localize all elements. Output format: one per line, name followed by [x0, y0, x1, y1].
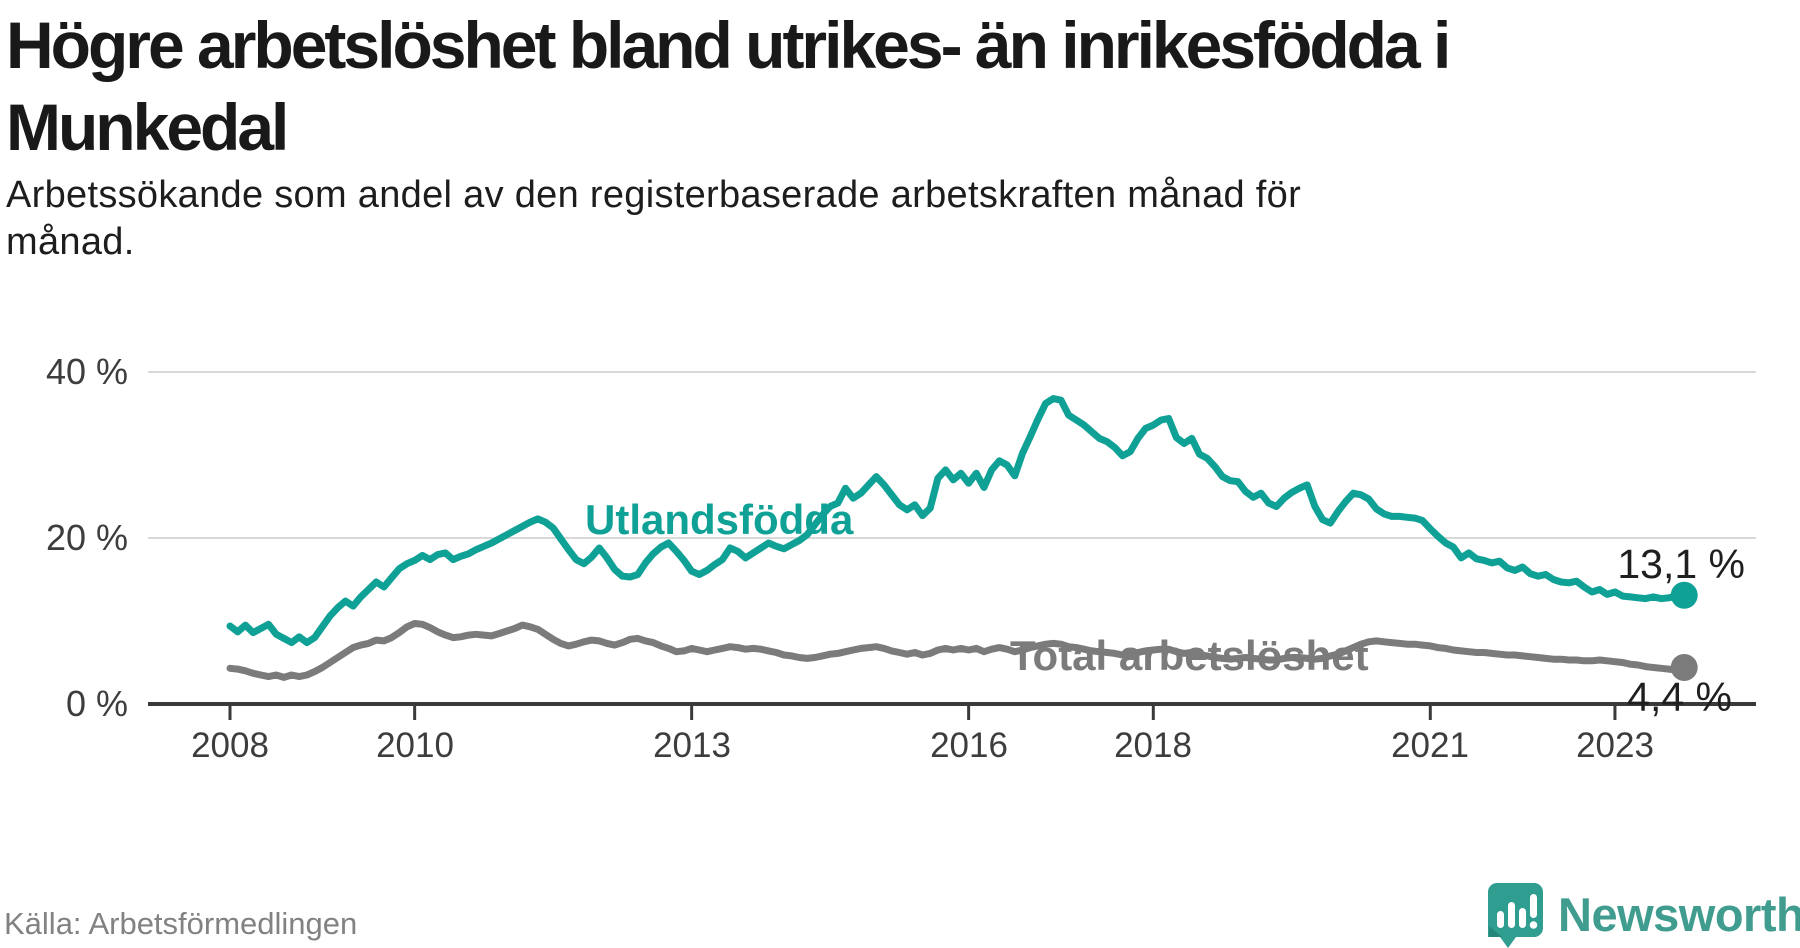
- x-axis-label-2010: 2010: [376, 726, 454, 765]
- x-axis-label-2013: 2013: [653, 726, 731, 765]
- series-label-total-arbetsloshet: Total arbetslöshet: [1010, 632, 1369, 679]
- series-end-dot-utlandsfodda: [1670, 581, 1698, 609]
- subtitle-line-2: månad.: [6, 221, 135, 263]
- subtitle-line-1: Arbetssökande som andel av den registerb…: [6, 174, 1302, 216]
- chart-subtitle: Arbetssökande som andel av den registerb…: [6, 172, 1301, 266]
- y-axis-label-40: 40 %: [45, 351, 128, 392]
- newsworthy-wordmark: Newsworthy: [1558, 888, 1800, 941]
- x-axis-label-2021: 2021: [1391, 726, 1469, 765]
- newsworthy-chart-bubble-icon: [1488, 882, 1543, 948]
- series-end-dot-total: [1670, 653, 1698, 681]
- series-line-utlandsfodda: [226, 395, 1688, 647]
- y-axis-label-0: 0 %: [65, 683, 128, 724]
- series-line-total: [226, 620, 1688, 681]
- x-axis-label-2016: 2016: [930, 726, 1008, 765]
- source-credit: Källa: Arbetsförmedlingen: [4, 906, 358, 941]
- end-value-label-utlandsfodda: 13,1 %: [1617, 541, 1745, 587]
- x-axis-label-2018: 2018: [1114, 726, 1192, 765]
- x-axis-label-2008: 2008: [191, 726, 269, 765]
- newsworthy-brand: Newsworthy: [1488, 882, 1800, 948]
- end-value-label-total: 4,4 %: [1627, 674, 1732, 720]
- title-line-2: Munkedal: [6, 90, 289, 164]
- series-label-utlandsfodda: Utlandsfödda: [585, 496, 854, 543]
- page-title: Högre arbetslöshet bland utrikes- än inr…: [6, 4, 1451, 168]
- x-axis-label-2023: 2023: [1576, 726, 1654, 765]
- title-line-1: Högre arbetslöshet bland utrikes- än inr…: [6, 8, 1451, 82]
- y-axis-label-20: 20 %: [45, 517, 128, 558]
